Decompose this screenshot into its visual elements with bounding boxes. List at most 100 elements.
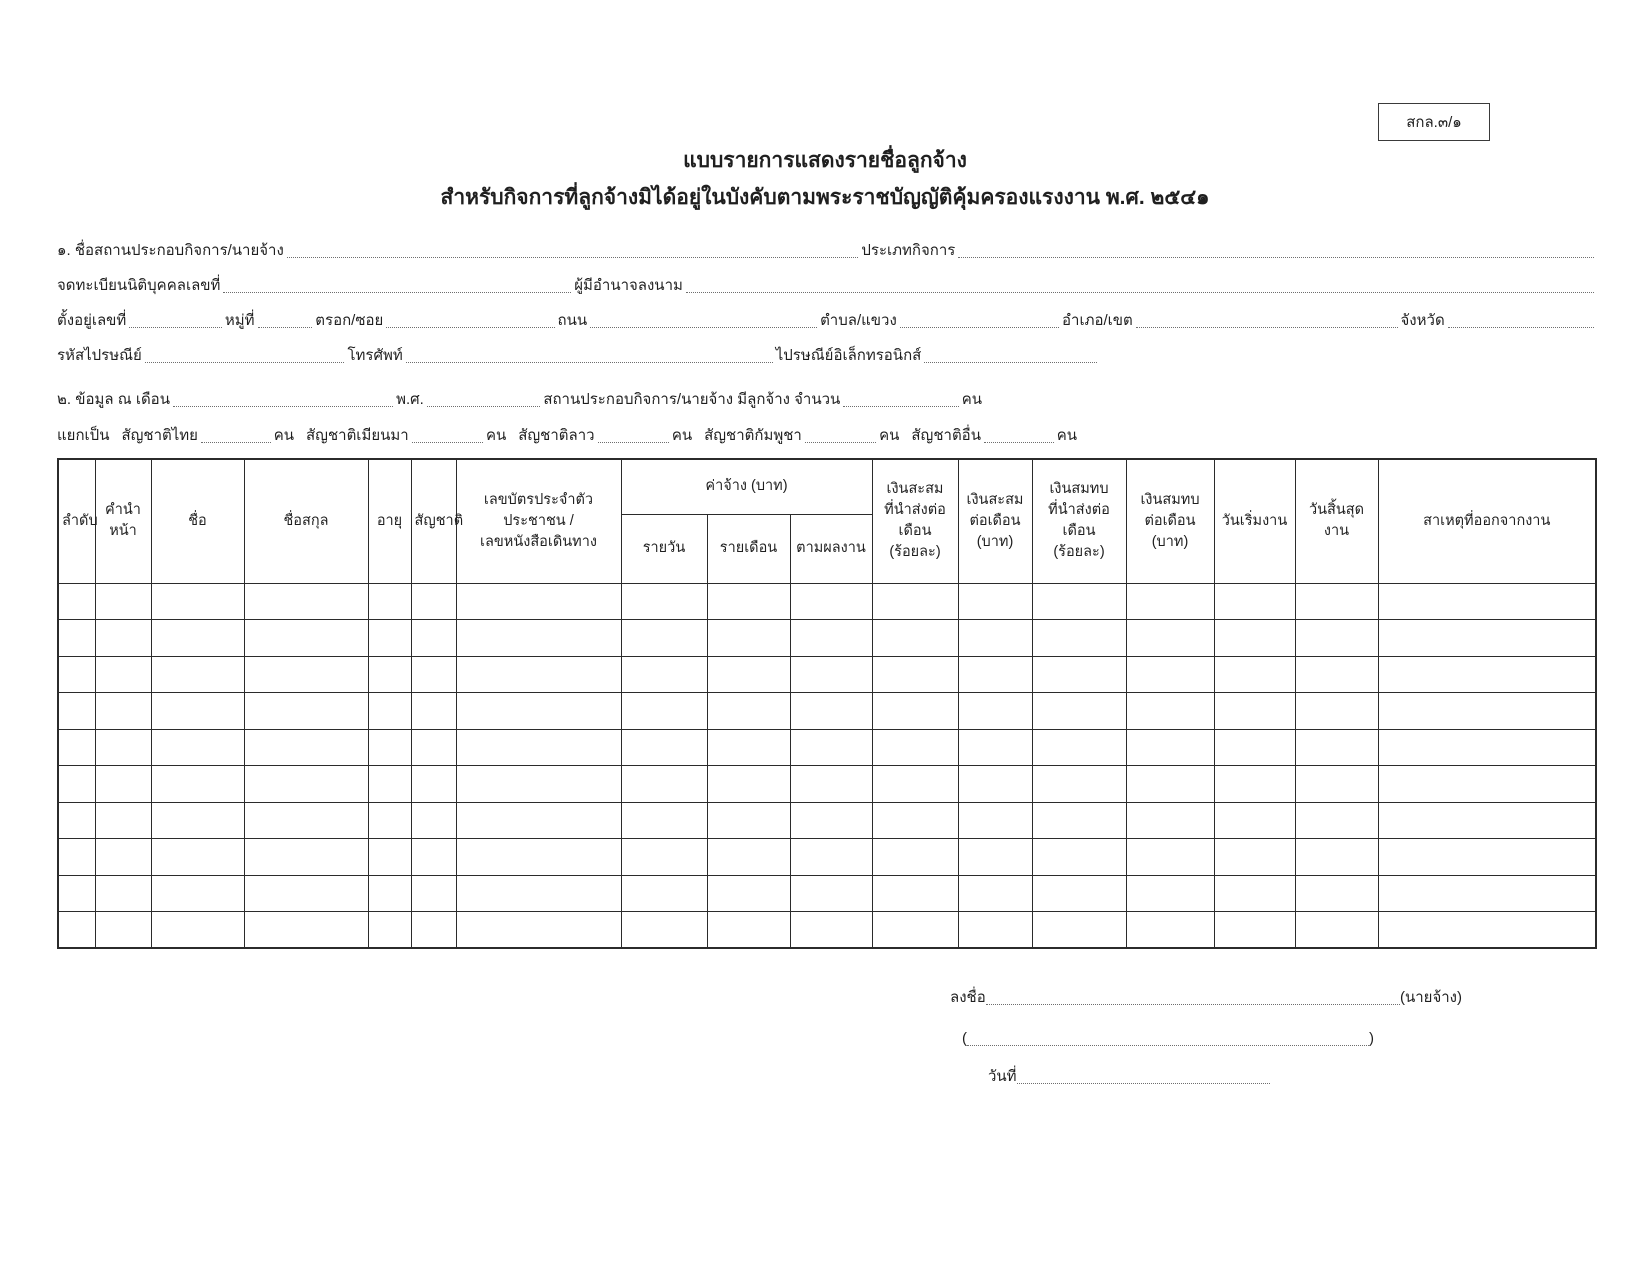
- table-cell-empty: [789, 619, 873, 657]
- table-cell-empty: [620, 655, 708, 693]
- table-cell-empty: [150, 765, 245, 803]
- table-cell-empty: [1213, 838, 1296, 876]
- table-cell-empty: [410, 692, 457, 730]
- table-cell-empty: [620, 692, 708, 730]
- province-label: จังหวัด: [1400, 312, 1445, 329]
- table-cell-empty: [94, 838, 152, 876]
- nationality-cambodian-label: สัญชาติกัมพูชา: [704, 427, 802, 444]
- table-cell-empty: [957, 728, 1033, 766]
- breakdown-label: แยกเป็น: [57, 427, 110, 444]
- col-header-age: อายุ: [367, 458, 412, 584]
- table-cell-empty: [706, 728, 791, 766]
- table-cell-empty: [1213, 692, 1296, 730]
- table-cell-empty: [1031, 911, 1127, 949]
- table-cell-empty: [706, 765, 791, 803]
- table-cell-empty: [94, 692, 152, 730]
- table-cell-empty: [150, 692, 245, 730]
- table-cell-empty: [1294, 838, 1379, 876]
- table-cell-empty: [1031, 655, 1127, 693]
- table-cell-empty: [1031, 728, 1127, 766]
- employee-count-label: สถานประกอบกิจการ/นายจ้าง มีลูกจ้าง จำนวน: [543, 391, 841, 408]
- table-cell-empty: [1213, 728, 1296, 766]
- col-header-id-number: เลขบัตรประจำตัวประชาชน / เลขหนังสือเดินท…: [455, 458, 622, 584]
- col-header-wage-daily: รายวัน: [620, 513, 708, 584]
- table-cell-empty: [1377, 655, 1597, 693]
- table-cell-empty: [94, 619, 152, 657]
- table-cell-empty: [620, 582, 708, 620]
- phone-label: โทรศัพท์: [347, 347, 403, 364]
- table-cell-empty: [1213, 911, 1296, 949]
- employer-suffix-label: (นายจ้าง): [1400, 989, 1462, 1006]
- table-cell-empty: [957, 765, 1033, 803]
- table-cell-empty: [94, 874, 152, 912]
- address-no-label: ตั้งอยู่เลขที่: [57, 312, 127, 329]
- table-cell-empty: [1213, 874, 1296, 912]
- table-row: [57, 655, 1597, 693]
- col-header-leaving-reason: สาเหตุที่ออกจากงาน: [1377, 458, 1597, 584]
- table-cell-empty: [1125, 911, 1215, 949]
- nationality-other-field: [983, 442, 1054, 443]
- table-cell-empty: [1377, 838, 1597, 876]
- table-cell-empty: [455, 838, 622, 876]
- table-cell-empty: [1294, 582, 1379, 620]
- paren-close: ): [1369, 1030, 1374, 1047]
- page-title: แบบรายการแสดงรายชื่อลูกจ้าง: [683, 149, 967, 172]
- table-cell-empty: [1213, 801, 1296, 839]
- table-cell-empty: [1031, 801, 1127, 839]
- year-field: [426, 406, 541, 407]
- table-cell-empty: [94, 801, 152, 839]
- soi-label: ตรอก/ซอย: [315, 312, 384, 329]
- table-cell-empty: [620, 765, 708, 803]
- authorized-signatory-label: ผู้มีอำนาจลงนาม: [574, 277, 683, 294]
- table-cell-empty: [367, 692, 412, 730]
- table-cell-empty: [57, 765, 96, 803]
- nationality-breakdown-line: แยกเป็น สัญชาติไทย คน สัญชาติเมียนมา คน …: [57, 423, 1077, 447]
- table-row: [57, 728, 1597, 766]
- table-cell-empty: [706, 911, 791, 949]
- subdistrict-field: [899, 327, 1060, 328]
- table-cell-empty: [455, 765, 622, 803]
- subdistrict-label: ตำบล/แขวง: [820, 312, 897, 329]
- table-cell-empty: [1294, 874, 1379, 912]
- email-field: [924, 362, 1097, 363]
- table-cell-empty: [1125, 619, 1215, 657]
- table-cell-empty: [1125, 765, 1215, 803]
- table-cell-empty: [57, 619, 96, 657]
- col-header-seq: ลำดับ: [57, 458, 98, 584]
- form-code-box: สกล.๓/๑: [1378, 103, 1490, 141]
- unit-persons-label: คน: [879, 427, 900, 444]
- table-cell-empty: [243, 619, 369, 657]
- table-cell-empty: [1377, 801, 1597, 839]
- nationality-lao-label: สัญชาติลาว: [518, 427, 595, 444]
- table-cell-empty: [871, 692, 959, 730]
- email-label: ไปรษณีย์อิเล็กทรอนิกส์: [775, 347, 922, 364]
- employee-table: ลำดับ คำนำหน้า ชื่อ ชื่อสกุล อายุ สัญชาต…: [57, 458, 1597, 949]
- signer-name-field: [967, 1045, 1369, 1046]
- nationality-cambodian-field: [804, 442, 877, 443]
- table-cell-empty: [1377, 728, 1597, 766]
- table-cell-empty: [367, 619, 412, 657]
- address-line: ตั้งอยู่เลขที่ หมู่ที่ ตรอก/ซอย ถนน ตำบล…: [57, 308, 1594, 332]
- table-row: [57, 692, 1597, 730]
- table-cell-empty: [455, 582, 622, 620]
- table-cell-empty: [789, 838, 873, 876]
- table-cell-empty: [243, 801, 369, 839]
- table-cell-empty: [620, 911, 708, 949]
- table-cell-empty: [789, 692, 873, 730]
- table-cell-empty: [150, 801, 245, 839]
- table-cell-empty: [455, 801, 622, 839]
- table-cell-empty: [1125, 801, 1215, 839]
- table-cell-empty: [706, 692, 791, 730]
- table-cell-empty: [1125, 728, 1215, 766]
- table-cell-empty: [367, 874, 412, 912]
- table-cell-empty: [57, 582, 96, 620]
- table-cell-empty: [367, 801, 412, 839]
- table-cell-empty: [957, 655, 1033, 693]
- table-cell-empty: [706, 801, 791, 839]
- unit-persons-label: คน: [273, 427, 295, 444]
- col-header-wage-monthly: รายเดือน: [706, 513, 791, 584]
- table-cell-empty: [455, 655, 622, 693]
- table-cell-empty: [367, 838, 412, 876]
- table-cell-empty: [957, 692, 1033, 730]
